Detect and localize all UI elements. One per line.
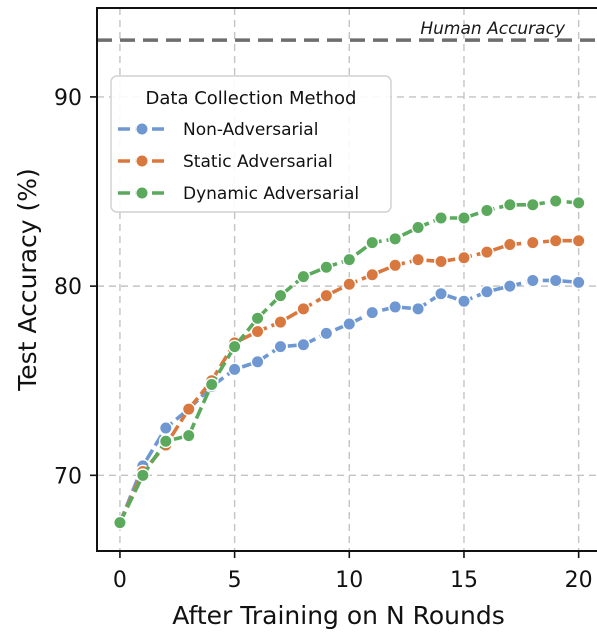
legend-entry-non-adversarial: Non-Adversarial xyxy=(118,120,318,140)
data-point-static-adversarial xyxy=(365,267,380,282)
data-point-non-adversarial xyxy=(457,294,471,309)
data-point-dynamic-adversarial xyxy=(434,211,448,225)
data-point-non-adversarial xyxy=(548,273,563,288)
series-layer xyxy=(113,194,586,530)
data-point-static-adversarial xyxy=(434,254,448,269)
data-point-dynamic-adversarial xyxy=(388,231,403,246)
data-point-non-adversarial xyxy=(571,275,586,290)
axes-layer xyxy=(96,7,597,552)
data-point-static-adversarial xyxy=(411,252,426,267)
data-point-dynamic-adversarial xyxy=(273,288,288,303)
data-point-static-adversarial xyxy=(548,233,563,248)
data-point-static-adversarial xyxy=(181,402,196,417)
data-point-non-adversarial xyxy=(296,337,311,352)
data-point-non-adversarial xyxy=(480,284,494,299)
data-point-static-adversarial xyxy=(342,277,357,292)
data-point-dynamic-adversarial xyxy=(135,468,150,483)
data-point-non-adversarial xyxy=(250,354,265,369)
legend-marker xyxy=(135,186,149,200)
data-point-non-adversarial xyxy=(411,301,426,316)
data-point-dynamic-adversarial xyxy=(158,434,173,449)
y-tick-label: 80 xyxy=(54,275,82,300)
plot-frame xyxy=(96,7,597,552)
data-point-static-adversarial xyxy=(480,245,494,259)
data-point-dynamic-adversarial xyxy=(411,220,426,235)
reference-layer: Human Accuracy xyxy=(97,19,597,42)
x-tick-label: 10 xyxy=(335,568,363,593)
legend-label: Dynamic Adversarial xyxy=(183,184,359,204)
human-accuracy-label: Human Accuracy xyxy=(420,19,566,39)
data-point-dynamic-adversarial xyxy=(502,197,517,212)
data-point-static-adversarial xyxy=(319,288,334,303)
legend-box xyxy=(110,75,392,213)
data-point-static-adversarial xyxy=(296,301,311,316)
data-point-static-adversarial xyxy=(525,235,540,250)
legend-entry-dynamic-adversarial: Dynamic Adversarial xyxy=(118,184,359,204)
data-point-dynamic-adversarial xyxy=(365,235,380,250)
x-axis-label: After Training on N Rounds xyxy=(172,601,504,630)
data-point-non-adversarial xyxy=(365,305,380,320)
y-axis-label: Test Accuracy (%) xyxy=(13,168,42,392)
data-point-static-adversarial xyxy=(457,250,471,265)
ticks-layer: 0 5 10 15 20 70 80 90 xyxy=(54,86,593,593)
x-tick-label: 0 xyxy=(113,568,127,593)
legend-label: Non-Adversarial xyxy=(183,120,318,140)
data-point-dynamic-adversarial xyxy=(296,269,311,284)
legend-title: Data Collection Method xyxy=(146,88,357,109)
data-point-dynamic-adversarial xyxy=(457,211,471,225)
x-tick-label: 5 xyxy=(228,568,242,593)
data-point-static-adversarial xyxy=(388,258,403,273)
data-point-dynamic-adversarial xyxy=(342,252,357,267)
axis-labels: After Training on N Rounds Test Accuracy… xyxy=(13,168,505,630)
data-point-dynamic-adversarial xyxy=(181,428,196,443)
y-tick-label: 90 xyxy=(54,86,82,111)
data-point-dynamic-adversarial xyxy=(480,203,494,218)
data-point-dynamic-adversarial xyxy=(525,197,540,212)
x-tick-label: 15 xyxy=(450,568,478,593)
legend-label: Static Adversarial xyxy=(183,152,333,172)
data-point-dynamic-adversarial xyxy=(250,311,265,326)
data-point-dynamic-adversarial xyxy=(113,515,127,530)
data-point-dynamic-adversarial xyxy=(227,339,242,354)
legend-marker xyxy=(135,154,149,168)
series-line-non-adversarial xyxy=(118,278,579,524)
data-point-dynamic-adversarial xyxy=(548,194,563,208)
legend-entry-static-adversarial: Static Adversarial xyxy=(118,152,333,172)
data-point-static-adversarial xyxy=(571,233,586,248)
data-point-non-adversarial xyxy=(319,326,334,341)
data-point-dynamic-adversarial xyxy=(204,377,219,392)
data-point-non-adversarial xyxy=(434,286,448,301)
y-tick-label: 70 xyxy=(54,464,82,489)
data-point-static-adversarial xyxy=(250,324,265,339)
legend-marker xyxy=(135,122,149,136)
x-tick-label: 20 xyxy=(565,568,593,593)
data-point-non-adversarial xyxy=(388,300,403,314)
data-point-non-adversarial xyxy=(227,362,242,377)
data-point-non-adversarial xyxy=(525,273,540,288)
data-point-non-adversarial xyxy=(273,339,288,354)
legend: Data Collection Method Non-Adversarial St… xyxy=(110,75,392,213)
data-point-dynamic-adversarial xyxy=(319,260,334,275)
data-point-non-adversarial xyxy=(342,317,357,331)
data-point-dynamic-adversarial xyxy=(571,195,586,210)
data-point-non-adversarial xyxy=(158,421,173,435)
data-point-static-adversarial xyxy=(502,237,517,252)
data-point-static-adversarial xyxy=(273,315,288,329)
series-dynamic-adversarial xyxy=(113,194,586,530)
data-point-non-adversarial xyxy=(502,279,517,294)
